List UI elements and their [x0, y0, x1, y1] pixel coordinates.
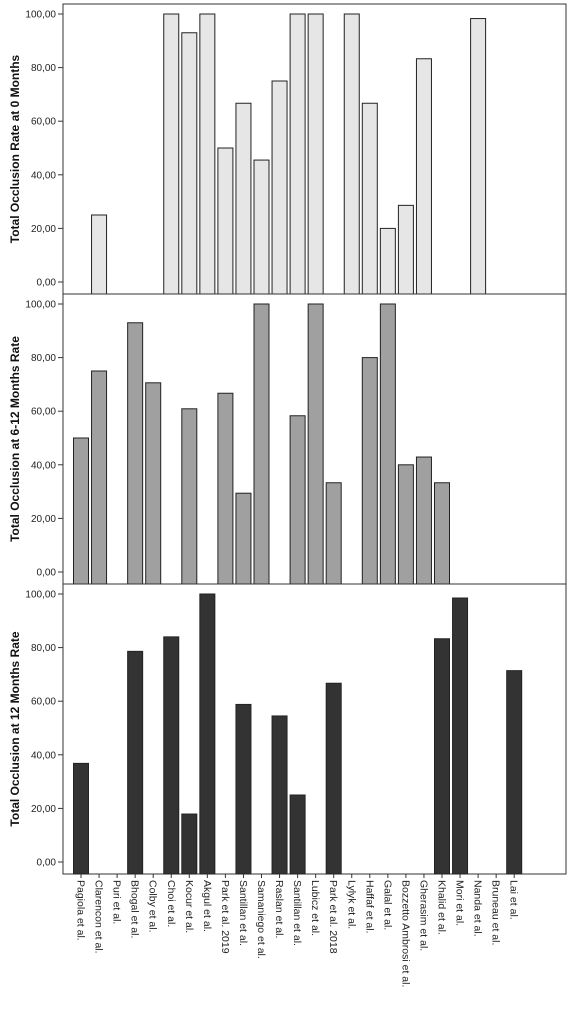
- panel-2-bar: [145, 382, 162, 585]
- panel-2-bar: [434, 482, 450, 585]
- panel-1-bar: [397, 204, 414, 295]
- panel-2-bar: [91, 370, 108, 585]
- panel-3-bar: [452, 597, 469, 875]
- panel-3-bar: [325, 682, 342, 875]
- panel-1-bar: [181, 32, 198, 295]
- panel-3-ytick-label: 100,00: [25, 590, 56, 601]
- x-category-label: Akgul et al.: [201, 880, 213, 932]
- panel-1-bar: [307, 13, 324, 295]
- panel-3-bar: [73, 762, 89, 875]
- panel-3-bar: [506, 670, 523, 875]
- panel-2-bar: [235, 492, 252, 585]
- panel-3-ytick-label: 60,00: [31, 697, 56, 708]
- panel-2-ytick-label: 40,00: [31, 460, 56, 471]
- panel-2-bar: [307, 303, 324, 585]
- x-category-label: Kocur et al.: [183, 880, 195, 933]
- x-category-label: Park et al. 2018: [327, 880, 339, 954]
- x-category-label: Raslan et al.: [273, 880, 285, 938]
- panel-1-bar: [163, 13, 180, 295]
- panel-1-bar: [235, 102, 252, 295]
- panel-1-bar: [253, 159, 270, 295]
- panel-1-ytick-label: 100,00: [25, 10, 56, 21]
- panel-3-bar: [199, 593, 216, 875]
- panel-1-ytick-label: 60,00: [31, 117, 56, 128]
- panel-3-ylabel: Total Occlusion at 12 Months Rate: [8, 631, 22, 826]
- panel-3-bar: [127, 650, 144, 875]
- x-category-label: Gherasim et al.: [417, 880, 429, 951]
- panel-1-ytick-label: 40,00: [31, 170, 56, 181]
- panel-2-bar: [415, 456, 432, 585]
- x-category-label: Haffaf et al.: [363, 880, 375, 934]
- panel-2-bar: [217, 392, 234, 585]
- panel-1-ytick-label: 80,00: [31, 63, 56, 74]
- panel-1-bar: [289, 13, 306, 295]
- panel-3-bar: [289, 794, 306, 875]
- panel-1-bar: [415, 58, 432, 295]
- panel-2-ytick-label: 80,00: [31, 353, 56, 364]
- panel-2-bar: [397, 464, 414, 585]
- panel-3-frame: [62, 583, 567, 875]
- x-category-label: Lubicz et al.: [309, 880, 321, 936]
- panel-3-bar: [181, 813, 198, 875]
- panel-1-ytick-label: 0,00: [37, 278, 57, 289]
- x-category-label: Samaniego et al.: [255, 880, 267, 959]
- panel-1-bar: [379, 227, 396, 295]
- panel-3-ytick-label: 20,00: [31, 804, 56, 815]
- panel-1-bar: [361, 102, 378, 295]
- panel-2-ytick-label: 100,00: [25, 300, 56, 311]
- panel-2-bar: [379, 303, 396, 585]
- x-category-label: Santillan et al.: [237, 880, 249, 946]
- panel-1-bar: [91, 214, 108, 295]
- x-category-label: Santillan et al.: [291, 880, 303, 946]
- panel-2-bar: [127, 322, 144, 585]
- x-category-label: Khalid et al.: [436, 880, 448, 935]
- x-category-label: Galal et al.: [381, 880, 393, 930]
- panel-2-bar: [361, 357, 378, 585]
- x-category-label: Bhogal et al.: [129, 880, 141, 938]
- x-category-label: Nanda et al.: [472, 880, 484, 937]
- panel-2-bar: [253, 303, 270, 585]
- panel-3-bar: [271, 715, 288, 875]
- panel-2-ylabel: Total Occlusion at 6-12 Months Rate: [8, 336, 22, 542]
- panel-3-ytick-label: 40,00: [31, 750, 56, 761]
- panel-1-ytick-label: 20,00: [31, 224, 56, 235]
- x-category-label: Colby et al.: [147, 880, 159, 933]
- panel-1-bar: [271, 80, 288, 295]
- panel-3-bar: [434, 638, 450, 875]
- panel-2-ytick-label: 60,00: [31, 407, 56, 418]
- panel-1-bar: [199, 13, 216, 295]
- panel-1-bar: [470, 18, 487, 295]
- panel-3-ytick-label: 80,00: [31, 643, 56, 654]
- x-category-label: Clarencon et al.: [93, 880, 105, 954]
- panel-3-ytick-label: 0,00: [37, 858, 57, 869]
- x-category-label: Puri et al.: [111, 880, 123, 924]
- panel-3-bar: [235, 703, 252, 875]
- panel-2-bar: [181, 408, 198, 585]
- x-category-label: Park et al. 2019: [219, 880, 231, 954]
- panel-2-ytick-label: 20,00: [31, 514, 56, 525]
- panel-2-ytick-label: 0,00: [37, 568, 57, 579]
- x-category-label: Pagiola et al.: [75, 880, 87, 941]
- x-category-label: Choi et al.: [165, 880, 177, 927]
- x-category-label: Lylyk et al.: [345, 880, 357, 929]
- x-category-label: Bozzetto Ambrosi et al.: [399, 880, 411, 987]
- panel-1-bar: [217, 147, 234, 295]
- x-category-label: Lai et al.: [508, 880, 520, 920]
- panel-1-bar: [343, 13, 360, 295]
- x-category-label: Mori et al.: [454, 880, 466, 926]
- panel-2-bar: [73, 437, 89, 585]
- panel-1-ylabel: Total Occlusion Rate at 0 Months: [8, 54, 22, 243]
- x-category-label: Bruneau et al.: [490, 880, 502, 945]
- panel-2-bar: [325, 482, 342, 585]
- panel-3-bar: [163, 636, 180, 875]
- panel-2-bar: [289, 415, 306, 585]
